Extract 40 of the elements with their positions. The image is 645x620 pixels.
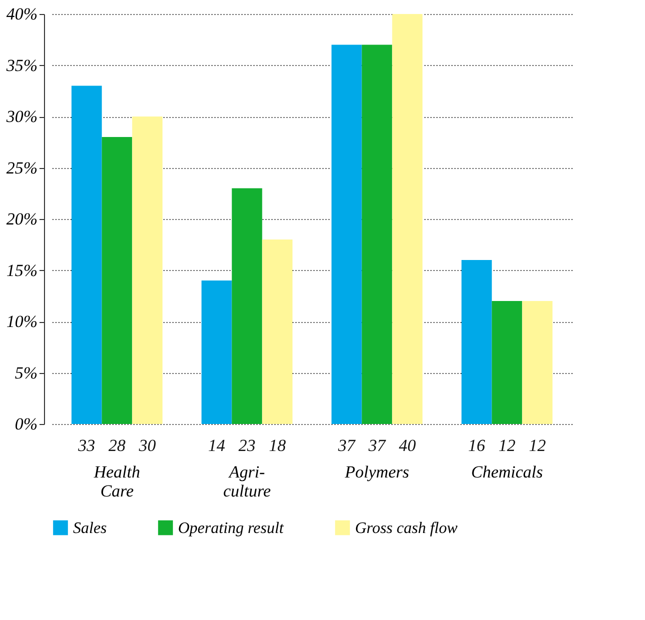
- data-label: 30: [138, 436, 156, 455]
- data-label: 16: [468, 436, 486, 455]
- legend-label: Gross cash flow: [355, 520, 458, 537]
- bar: [332, 44, 362, 424]
- bar: [232, 188, 262, 424]
- y-tick-label: 5%: [14, 363, 38, 382]
- bar: [262, 240, 292, 424]
- x-tick-label: Health Care: [92, 462, 140, 500]
- x-tick-label: Polymers: [344, 462, 410, 482]
- y-tick-label: 0%: [14, 414, 38, 434]
- bar: [522, 301, 552, 424]
- data-label: 12: [528, 436, 546, 455]
- data-label: 40: [398, 436, 416, 455]
- data-label: 23: [238, 436, 256, 455]
- y-tick-label: 15%: [6, 260, 38, 280]
- bar: [362, 44, 392, 424]
- bar: [492, 301, 522, 424]
- x-tick-label: Agri- culture: [223, 462, 272, 500]
- legend-label: Operating result: [178, 520, 284, 537]
- bar: [392, 14, 422, 424]
- y-tick-label: 10%: [6, 312, 38, 331]
- data-label: 18: [268, 436, 286, 455]
- bar: [462, 260, 492, 424]
- data-label: 33: [77, 436, 96, 455]
- data-label: 37: [368, 436, 387, 455]
- data-label: 12: [498, 436, 516, 455]
- y-tick-label: 35%: [5, 56, 38, 75]
- y-tick-label: 40%: [6, 4, 38, 24]
- x-tick-label: Chemicals: [471, 462, 544, 482]
- y-tick-label: 25%: [6, 158, 38, 178]
- bar: [132, 116, 162, 424]
- data-label: 14: [208, 436, 226, 455]
- data-label: 37: [337, 436, 357, 455]
- legend-label: Sales: [73, 520, 107, 537]
- y-tick-label: 30%: [5, 107, 38, 126]
- data-label: 28: [108, 436, 126, 455]
- bar: [202, 280, 232, 424]
- bar: [72, 86, 102, 424]
- y-tick-label: 20%: [6, 210, 38, 228]
- bar: [102, 137, 132, 424]
